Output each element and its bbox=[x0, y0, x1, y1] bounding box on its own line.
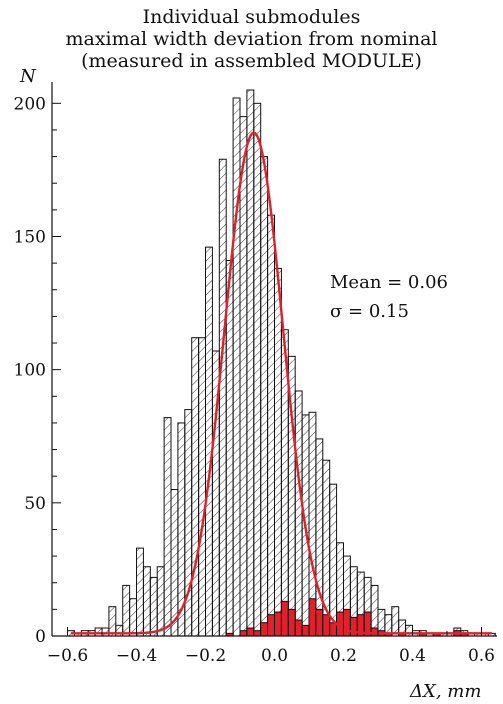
sigma-annotation: σ = 0.15 bbox=[330, 301, 409, 322]
red-bar bbox=[246, 627, 255, 637]
hatched-bar bbox=[94, 627, 103, 637]
chart-title: Individual submodules maximal width devi… bbox=[0, 6, 503, 72]
hatched-bar bbox=[260, 156, 269, 637]
hatched-bar bbox=[136, 547, 144, 637]
red-bar bbox=[267, 614, 276, 637]
hatched-bar bbox=[274, 267, 282, 637]
chart-title-line-1: Individual submodules bbox=[142, 6, 361, 28]
red-bar bbox=[322, 614, 331, 637]
hatched-bar bbox=[129, 598, 138, 637]
x-tick-label: −0.2 bbox=[185, 646, 226, 666]
red-bar bbox=[301, 624, 310, 637]
chart-title-line-2: maximal width deviation from nominal bbox=[65, 28, 438, 50]
y-tick-label: 0 bbox=[35, 627, 46, 647]
x-tick-label: 0.4 bbox=[399, 646, 426, 666]
hatched-bar bbox=[239, 116, 248, 637]
axes: −0.6 −0.4 −0.2 0.0 0.2 0.4 0.6 0 50 100 150 200 bbox=[14, 82, 497, 666]
hatched-histogram-series bbox=[67, 89, 496, 637]
hatched-bar bbox=[315, 438, 324, 637]
y-axis-label: N bbox=[19, 66, 37, 87]
hatched-bar bbox=[391, 606, 400, 637]
hatched-bar bbox=[198, 337, 207, 637]
x-tick-label: 0.2 bbox=[330, 646, 357, 666]
hatched-bar bbox=[294, 390, 303, 637]
hatched-bar bbox=[122, 584, 131, 637]
hatched-bar bbox=[191, 337, 200, 637]
hatched-bar bbox=[142, 566, 151, 637]
x-tick-label: 0.6 bbox=[468, 646, 495, 666]
y-tick-label: 150 bbox=[14, 227, 46, 247]
hatched-bar bbox=[205, 246, 213, 637]
mean-annotation: Mean = 0.06 bbox=[330, 272, 448, 293]
red-bar bbox=[294, 619, 303, 637]
chart-title-line-3: (measured in assembled MODULE) bbox=[81, 50, 422, 72]
red-bar bbox=[287, 608, 296, 637]
hatched-bar bbox=[101, 627, 110, 637]
hatched-bar bbox=[163, 417, 172, 637]
y-tick-label: 100 bbox=[14, 361, 46, 381]
y-tick-label: 50 bbox=[24, 494, 46, 514]
hatched-bar bbox=[170, 489, 179, 637]
red-bar bbox=[274, 611, 282, 637]
red-bar bbox=[260, 622, 269, 637]
red-bar bbox=[280, 600, 289, 637]
red-bar bbox=[253, 630, 262, 637]
hatched-bar bbox=[329, 483, 338, 637]
hatched-bar bbox=[232, 97, 241, 637]
hatched-bar bbox=[156, 566, 165, 637]
hatched-bar bbox=[267, 214, 276, 637]
gaussian-fit-curve bbox=[70, 131, 492, 635]
x-axis-label: ΔX, mm bbox=[409, 681, 481, 702]
hatched-bar bbox=[108, 606, 117, 637]
y-tick-label: 200 bbox=[14, 94, 46, 114]
red-bar bbox=[308, 598, 317, 637]
x-tick-label: −0.6 bbox=[47, 646, 88, 666]
x-tick-label: 0.0 bbox=[261, 646, 288, 666]
hatched-bar bbox=[246, 89, 255, 637]
x-tick-label: −0.4 bbox=[116, 646, 157, 666]
hatched-bar bbox=[149, 576, 158, 637]
hatched-bar bbox=[218, 158, 227, 637]
red-bar bbox=[239, 630, 248, 637]
red-bar bbox=[315, 608, 324, 637]
hatched-bar bbox=[225, 259, 234, 637]
hatched-bar bbox=[253, 102, 262, 637]
